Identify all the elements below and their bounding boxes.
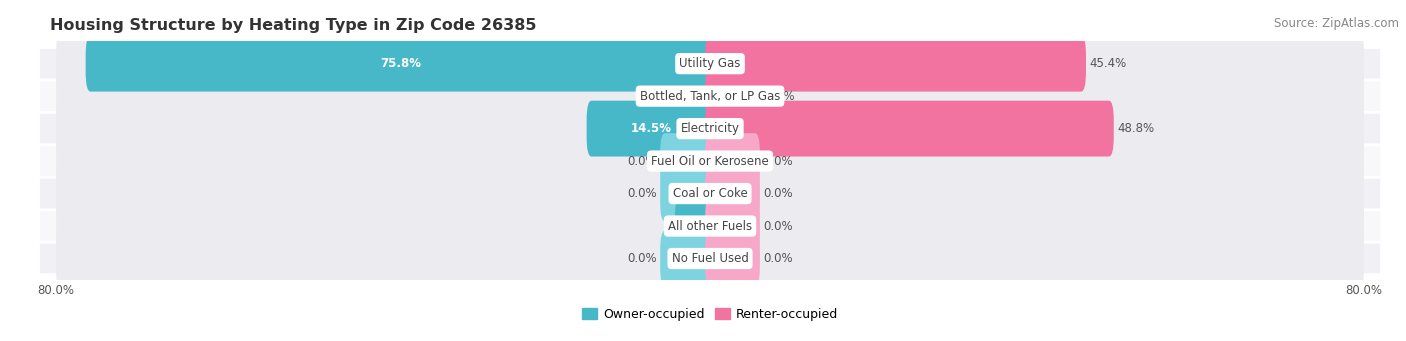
FancyBboxPatch shape (661, 231, 714, 286)
Text: 0.0%: 0.0% (763, 187, 793, 200)
FancyBboxPatch shape (56, 155, 717, 232)
Text: 3.7%: 3.7% (679, 220, 711, 233)
Text: All other Fuels: All other Fuels (668, 220, 752, 233)
FancyBboxPatch shape (39, 49, 1381, 78)
FancyBboxPatch shape (56, 220, 717, 297)
FancyBboxPatch shape (706, 166, 759, 222)
Text: Bottled, Tank, or LP Gas: Bottled, Tank, or LP Gas (640, 90, 780, 103)
FancyBboxPatch shape (661, 133, 714, 189)
FancyBboxPatch shape (703, 188, 1364, 264)
FancyBboxPatch shape (706, 231, 759, 286)
FancyBboxPatch shape (706, 101, 1114, 157)
Text: 45.4%: 45.4% (1090, 57, 1126, 70)
Text: 5.8%: 5.8% (766, 90, 796, 103)
Text: 14.5%: 14.5% (630, 122, 671, 135)
FancyBboxPatch shape (657, 68, 714, 124)
Text: 0.0%: 0.0% (627, 187, 657, 200)
Text: 0.0%: 0.0% (763, 154, 793, 167)
FancyBboxPatch shape (39, 211, 1381, 241)
FancyBboxPatch shape (703, 26, 1364, 102)
FancyBboxPatch shape (706, 36, 1085, 92)
FancyBboxPatch shape (661, 166, 714, 222)
FancyBboxPatch shape (703, 220, 1364, 297)
FancyBboxPatch shape (56, 123, 717, 199)
Text: Housing Structure by Heating Type in Zip Code 26385: Housing Structure by Heating Type in Zip… (49, 18, 536, 33)
Text: 48.8%: 48.8% (1116, 122, 1154, 135)
Text: Source: ZipAtlas.com: Source: ZipAtlas.com (1274, 17, 1399, 30)
Text: Fuel Oil or Kerosene: Fuel Oil or Kerosene (651, 154, 769, 167)
FancyBboxPatch shape (86, 36, 714, 92)
Text: 0.0%: 0.0% (763, 252, 793, 265)
FancyBboxPatch shape (706, 198, 759, 254)
FancyBboxPatch shape (703, 155, 1364, 232)
FancyBboxPatch shape (39, 146, 1381, 176)
FancyBboxPatch shape (586, 101, 714, 157)
FancyBboxPatch shape (675, 198, 714, 254)
FancyBboxPatch shape (706, 68, 762, 124)
Text: 0.0%: 0.0% (627, 154, 657, 167)
FancyBboxPatch shape (56, 90, 717, 167)
FancyBboxPatch shape (703, 90, 1364, 167)
FancyBboxPatch shape (39, 244, 1381, 273)
Text: Utility Gas: Utility Gas (679, 57, 741, 70)
Text: 75.8%: 75.8% (380, 57, 420, 70)
FancyBboxPatch shape (56, 188, 717, 264)
Text: 6.0%: 6.0% (669, 90, 702, 103)
Text: No Fuel Used: No Fuel Used (672, 252, 748, 265)
FancyBboxPatch shape (56, 26, 717, 102)
FancyBboxPatch shape (39, 114, 1381, 143)
FancyBboxPatch shape (706, 133, 759, 189)
FancyBboxPatch shape (39, 81, 1381, 111)
FancyBboxPatch shape (56, 58, 717, 134)
Text: Electricity: Electricity (681, 122, 740, 135)
FancyBboxPatch shape (703, 58, 1364, 134)
Text: Coal or Coke: Coal or Coke (672, 187, 748, 200)
FancyBboxPatch shape (39, 179, 1381, 208)
Text: 0.0%: 0.0% (763, 220, 793, 233)
Text: 0.0%: 0.0% (627, 252, 657, 265)
Legend: Owner-occupied, Renter-occupied: Owner-occupied, Renter-occupied (576, 303, 844, 326)
FancyBboxPatch shape (703, 123, 1364, 199)
